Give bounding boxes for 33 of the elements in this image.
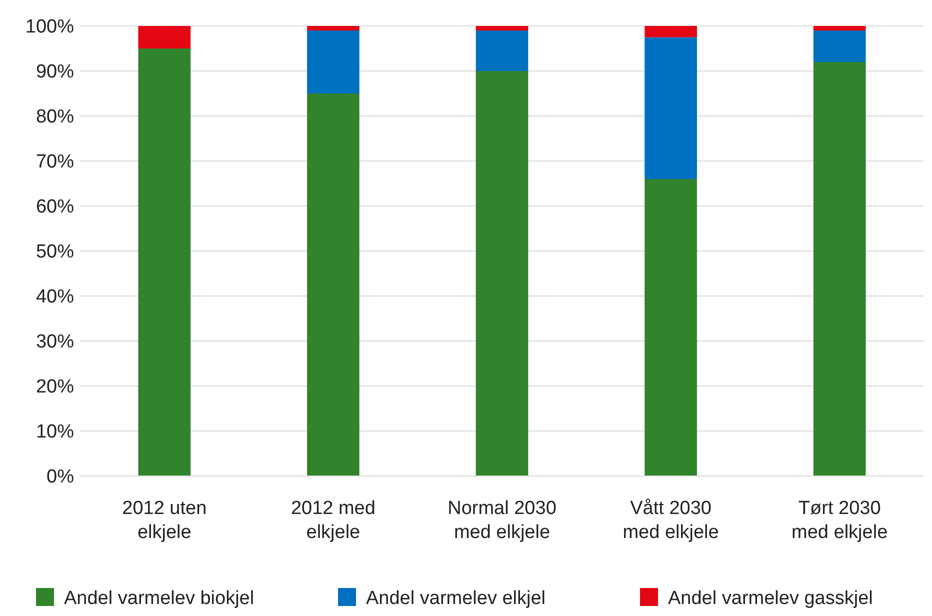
bar (476, 26, 528, 30)
y-tick-label: 90% (36, 62, 74, 83)
y-tick-label: 30% (36, 332, 74, 353)
legend-label: Andel varmelev elkjel (366, 588, 546, 609)
x-tick-label: 2012 uten elkjele (122, 498, 207, 543)
bar (307, 26, 360, 30)
y-tick-label: 10% (36, 422, 74, 443)
bar (307, 30, 360, 94)
bar (644, 37, 697, 179)
bar (138, 26, 191, 48)
y-tick-label: 50% (36, 242, 74, 263)
bar (813, 30, 866, 62)
y-tick-label: 60% (36, 196, 74, 218)
bar (138, 48, 191, 476)
y-tick-label: 40% (36, 286, 74, 308)
bar (644, 179, 697, 476)
y-tick-label: 80% (36, 106, 74, 128)
bar (476, 30, 528, 71)
x-tick-label: Vått 2030 med elkjele (622, 498, 719, 543)
bar (813, 62, 866, 476)
bar (307, 94, 360, 476)
legend-label: Andel varmelev biokjel (64, 588, 254, 609)
y-tick-label: 0% (46, 466, 74, 488)
y-tick-label: 20% (36, 376, 74, 398)
y-tick-label: 100% (25, 16, 74, 38)
x-tick-label: Tørt 2030 med elkjele (792, 498, 888, 543)
x-tick-label: 2012 med elkjele (290, 498, 376, 543)
x-tick-label: Normal 2030 med elkjele (448, 498, 556, 543)
bar (476, 71, 528, 476)
y-tick-label: 70% (36, 152, 74, 173)
bar (644, 26, 697, 38)
legend-label: Andel varmelev gasskjel (668, 588, 873, 609)
bar (813, 26, 866, 30)
